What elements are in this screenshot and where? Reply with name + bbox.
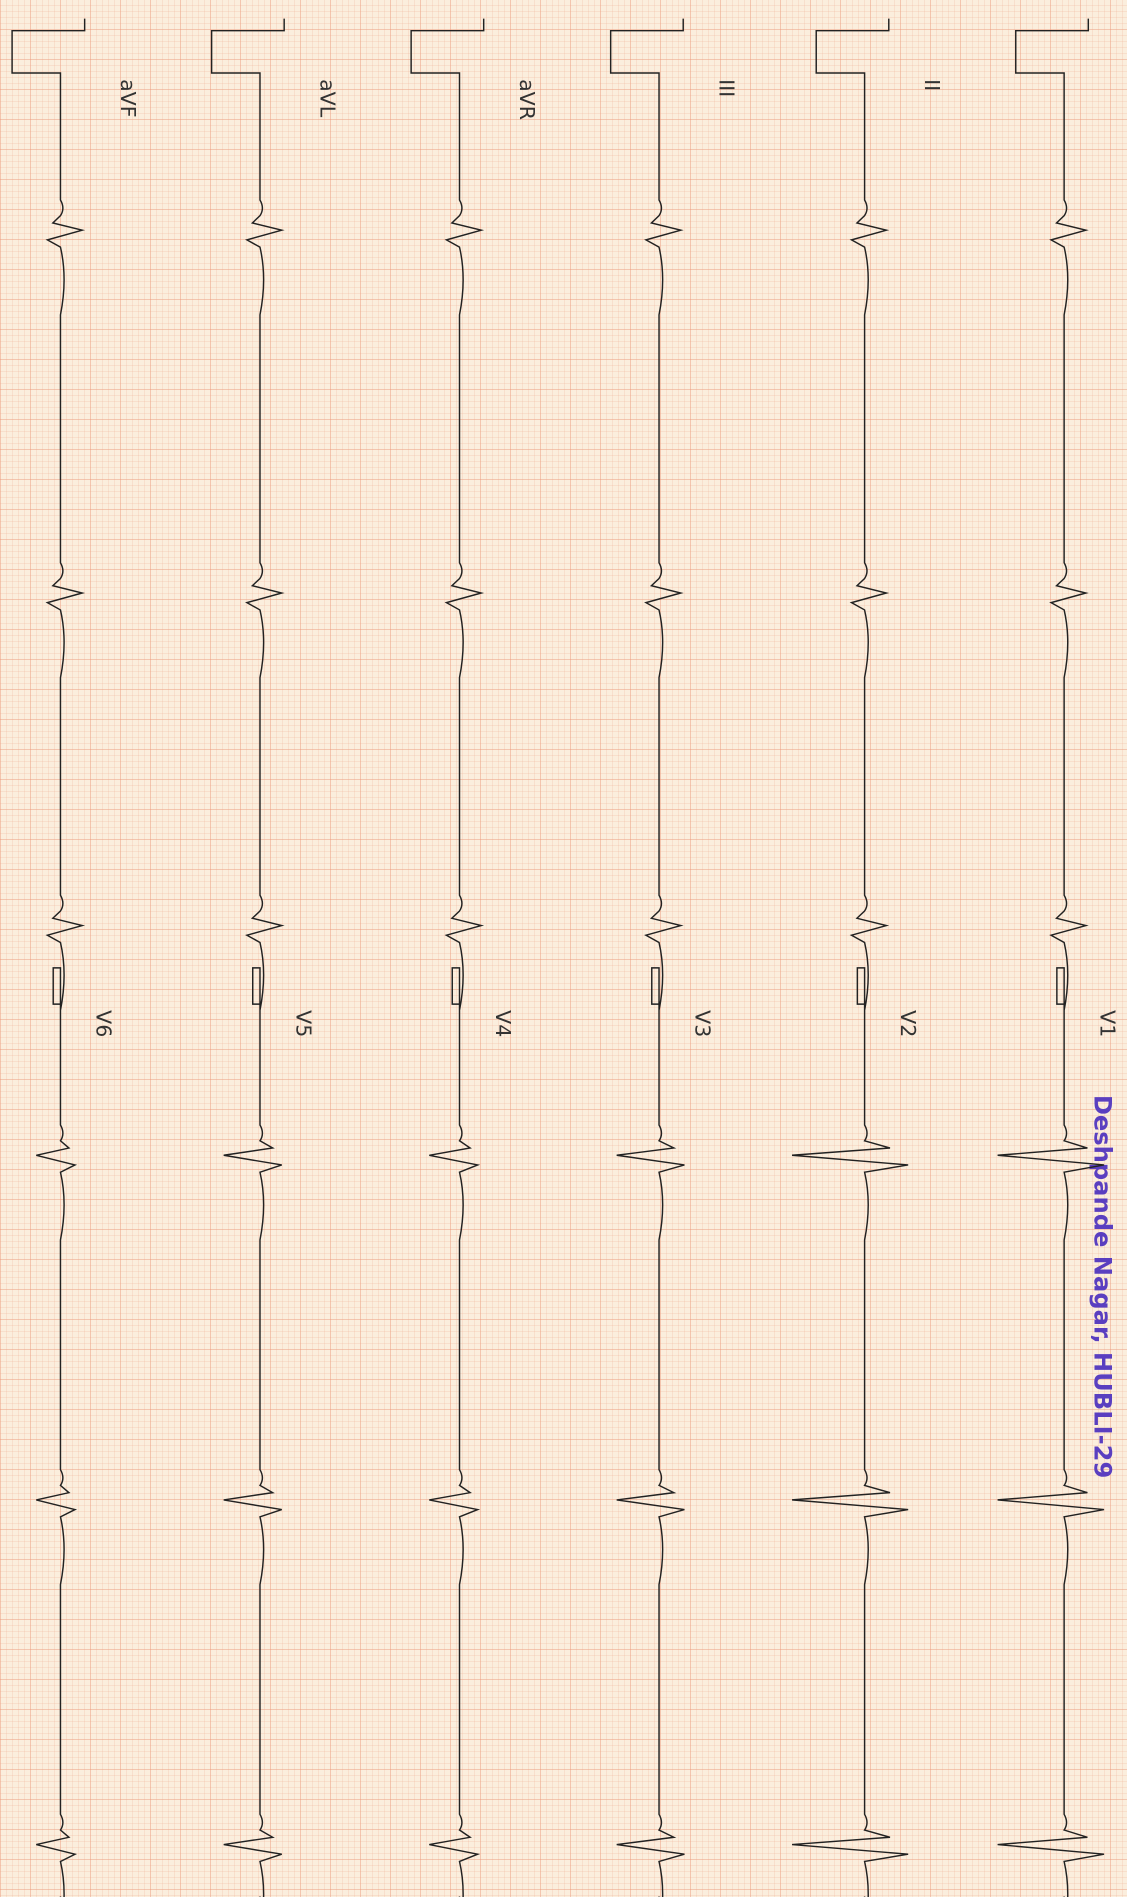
- ecg-trace: [791, 18, 909, 1897]
- ecg-trace: [210, 18, 285, 1897]
- lead-label: II: [920, 79, 944, 91]
- ecg-trace: [410, 18, 485, 1897]
- lead-label: aVL: [315, 79, 339, 118]
- ecg-trace: [997, 18, 1105, 1897]
- lead-label: V3: [690, 1010, 714, 1037]
- lead-label: aVR: [515, 79, 539, 120]
- lead-label: V4: [491, 1010, 515, 1037]
- ecg-trace: [609, 18, 685, 1897]
- lead-label: V2: [896, 1010, 920, 1037]
- ecg-trace: [11, 18, 86, 1897]
- lead-label: V6: [92, 1010, 116, 1037]
- lead-label: V1: [1095, 1010, 1119, 1037]
- stamp: Deshpande Nagar, HUBLI-29: [1088, 1095, 1116, 1478]
- lead-label: III: [714, 79, 738, 97]
- lead-label: aVF: [116, 79, 140, 117]
- lead-label: V5: [291, 1010, 315, 1037]
